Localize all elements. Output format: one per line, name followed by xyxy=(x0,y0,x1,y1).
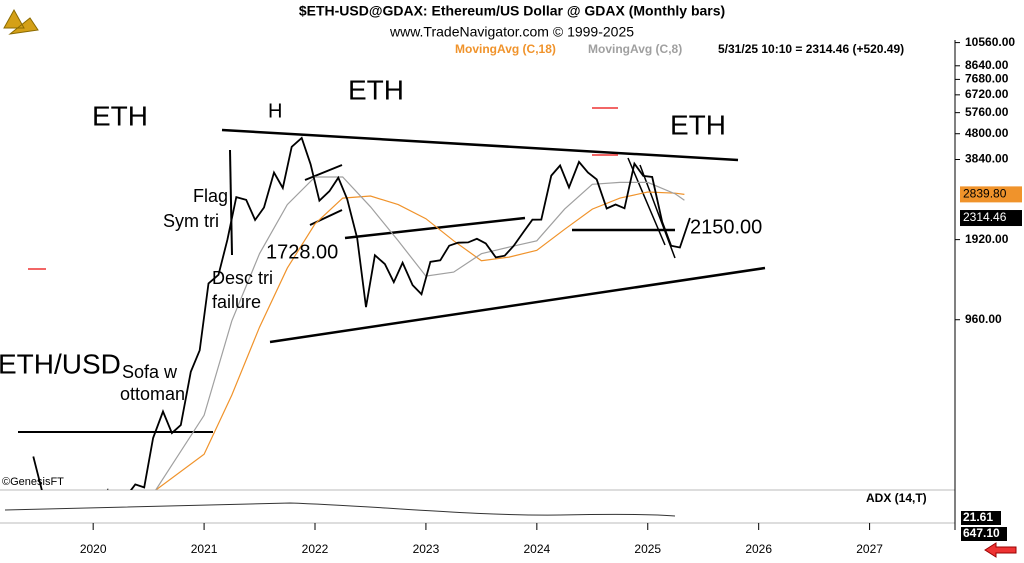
label-box xyxy=(961,511,1001,525)
plot-area xyxy=(32,136,691,490)
moving-average xyxy=(154,191,685,490)
adx-line xyxy=(4,502,676,517)
y-tick-label: 6720.00 xyxy=(965,87,1009,101)
annotation: ETH xyxy=(348,74,404,105)
y-tick-label: 10560.00 xyxy=(965,35,1015,49)
x-tick-label: 2027 xyxy=(856,542,883,556)
adx-value: 21.61 xyxy=(963,510,993,524)
x-tick-label: 2021 xyxy=(191,542,218,556)
last-value-label: 2314.46 xyxy=(963,210,1007,224)
y-tick-label: 960.00 xyxy=(965,312,1002,326)
adx-label: ADX (14,T) xyxy=(866,491,927,505)
y-tick-label: 8640.00 xyxy=(965,58,1009,72)
trendline xyxy=(269,266,766,344)
x-tick-label: 2023 xyxy=(413,542,440,556)
annotation: ETH xyxy=(670,109,726,140)
annotation: ottoman xyxy=(120,384,185,404)
chart-subtitle: www.TradeNavigator.com © 1999-2025 xyxy=(389,24,634,40)
annotation: ©GenesisFT xyxy=(2,476,64,488)
x-tick-label: 2020 xyxy=(80,542,107,556)
x-tick-label: 2024 xyxy=(523,542,550,556)
annotation: ETH xyxy=(92,100,148,131)
drawings xyxy=(0,40,1017,558)
status: 5/31/25 10:10 = 2314.46 (+520.49) xyxy=(718,42,904,56)
trendline xyxy=(221,128,739,162)
logo xyxy=(3,8,39,35)
annotation: Sofa w xyxy=(122,362,178,382)
annotation: H xyxy=(268,100,282,122)
annotation: 1728.00 xyxy=(266,241,338,263)
annotation: Flag xyxy=(193,186,228,206)
y-tick-label: 3840.00 xyxy=(965,152,1009,166)
y-tick-label: 4800.00 xyxy=(965,126,1009,140)
last-value-label: 2839.80 xyxy=(963,187,1007,201)
scroll-arrow xyxy=(984,542,1017,558)
annotation: failure xyxy=(212,292,261,312)
label-box xyxy=(960,186,1022,203)
annotation: 2150.00 xyxy=(690,216,762,238)
annotation: Sym tri xyxy=(163,211,219,231)
label-box xyxy=(961,527,1007,541)
trendline xyxy=(304,164,343,181)
price-line xyxy=(32,136,691,490)
label-box xyxy=(960,210,1022,227)
trendline xyxy=(229,149,233,256)
adx-value: 647.10 xyxy=(963,526,1000,540)
y-tick-label: 5760.00 xyxy=(965,105,1009,119)
y-tick-label: 1920.00 xyxy=(965,232,1009,246)
annotation: ETH/USD xyxy=(0,348,121,379)
legend-entry: MovingAvg (C,18) xyxy=(455,42,556,56)
x-tick-label: 2022 xyxy=(302,542,329,556)
trendline xyxy=(627,157,666,246)
annotation: Desc tri xyxy=(212,268,273,288)
x-tick-label: 2025 xyxy=(634,542,661,556)
chart-title: $ETH-USD@GDAX: Ethereum/US Dollar @ GDAX… xyxy=(299,3,725,19)
y-tick-label: 7680.00 xyxy=(965,72,1009,86)
legend-entry: MovingAvg (C,8) xyxy=(588,42,682,56)
trendline xyxy=(344,216,526,240)
trendline xyxy=(309,209,343,226)
x-tick-label: 2026 xyxy=(745,542,772,556)
